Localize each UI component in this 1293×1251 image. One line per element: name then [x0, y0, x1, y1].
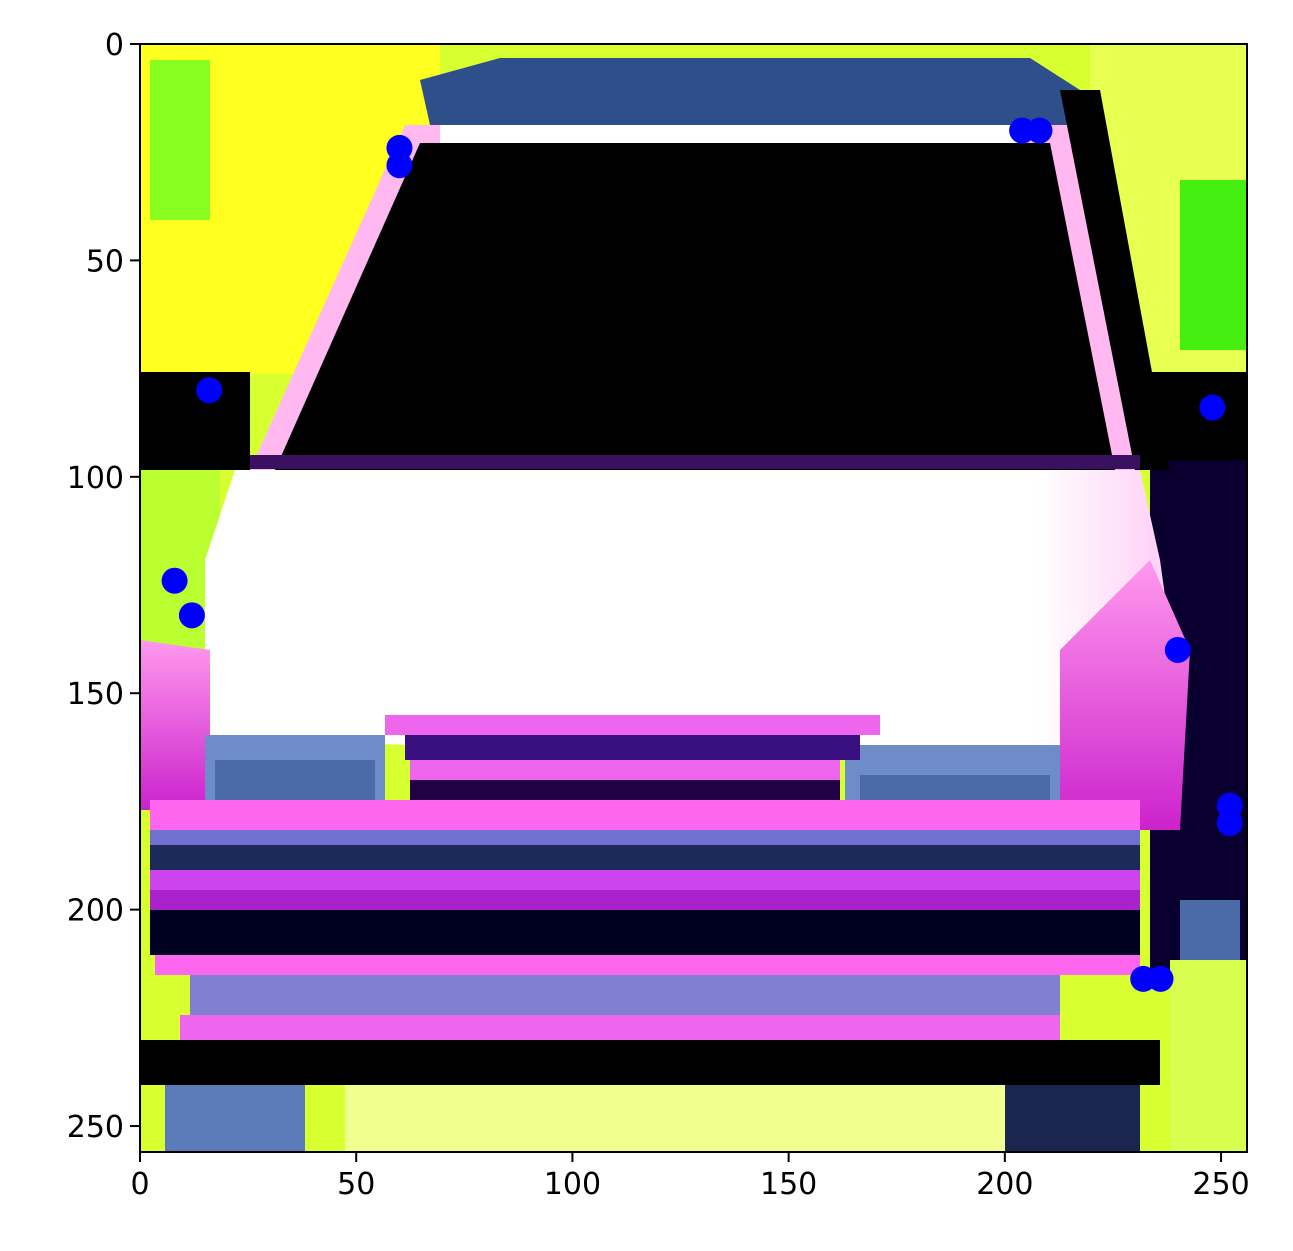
- x-axis: 0 50 100 150 200 250: [130, 1152, 1250, 1202]
- scatter-point: [1147, 965, 1174, 992]
- background-image: [140, 44, 1247, 1152]
- scatter-point: [196, 377, 223, 404]
- y-tick-label: 50: [86, 244, 124, 279]
- scatter-point: [1164, 636, 1191, 663]
- scatter-point: [178, 602, 205, 629]
- scatter-point: [1026, 117, 1053, 144]
- y-tick-label: 0: [105, 28, 124, 63]
- scatter-point: [161, 567, 188, 594]
- y-tick-label: 100: [67, 461, 124, 496]
- x-tick-label: 0: [130, 1167, 149, 1202]
- scatter-point: [386, 152, 413, 179]
- x-tick-label: 250: [1192, 1167, 1249, 1202]
- x-tick-label: 150: [760, 1167, 817, 1202]
- y-tick-label: 200: [67, 894, 124, 929]
- scatter-point: [1216, 810, 1243, 837]
- scatter-point: [1199, 394, 1226, 421]
- y-tick-label: 250: [67, 1110, 124, 1145]
- x-tick-label: 100: [544, 1167, 601, 1202]
- x-tick-label: 50: [337, 1167, 375, 1202]
- plot-frame: [139, 43, 1248, 1153]
- x-tick-label: 200: [976, 1167, 1033, 1202]
- y-axis: 0 50 100 150 200 250: [67, 28, 140, 1145]
- y-tick-label: 150: [67, 677, 124, 712]
- scatter-points: [161, 117, 1243, 992]
